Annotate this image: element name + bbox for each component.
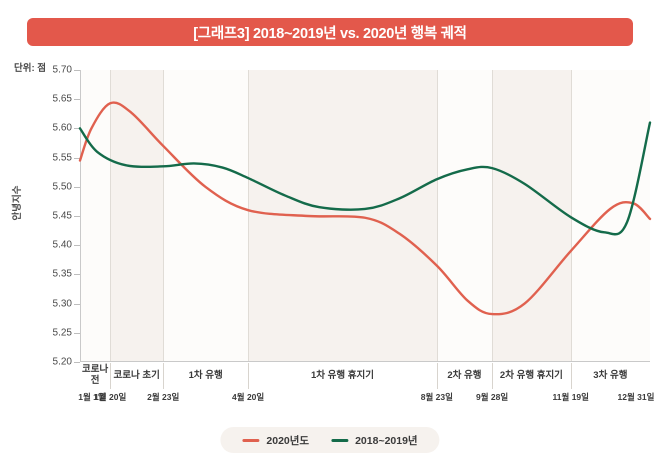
period-label: 코로나 초기 xyxy=(113,369,160,381)
period-band-separator xyxy=(436,70,438,362)
period-label-separator xyxy=(570,363,572,389)
y-axis-tick-mark xyxy=(74,128,80,130)
y-axis-tick-label: 5.20 xyxy=(52,356,72,368)
series-line xyxy=(78,101,652,316)
period-band-separator xyxy=(570,70,572,362)
period-band-separator xyxy=(492,70,494,362)
legend-item[interactable]: 2020년도 xyxy=(242,433,309,448)
period-label: 1차 유행 xyxy=(188,369,223,381)
period-band-separator xyxy=(110,70,112,362)
y-axis-line xyxy=(80,70,81,362)
y-axis-tick-mark xyxy=(74,99,80,101)
period-band-separator xyxy=(248,70,250,362)
y-axis-tick-label: 5.50 xyxy=(52,181,72,193)
date-tick-row: 1월 1일 1월 20일 2월 23일 4월 20일 8월 23일 9월 28일 11월 1… xyxy=(0,391,660,407)
date-tick-label: 4월 20일 xyxy=(232,392,265,402)
period-label-separator xyxy=(163,363,165,389)
period-label-separator xyxy=(436,363,438,389)
legend-line-swatch xyxy=(331,438,349,442)
date-tick-label: 2월 23일 xyxy=(147,392,180,402)
date-tick-label: 8월 23일 xyxy=(420,392,453,402)
y-axis-tick-mark xyxy=(74,157,80,159)
y-axis-tick-label: 5.65 xyxy=(52,93,72,105)
period-label-row: 코로나 전 코로나 초기 1차 유행 1차 유행 휴지기 2차 유행 2차 유행 휴지기 3… xyxy=(80,363,650,389)
y-axis-tick-label: 5.35 xyxy=(52,268,72,280)
y-axis-tick-label: 5.70 xyxy=(52,64,72,76)
date-tick-label: 1월 1일 xyxy=(78,392,106,402)
y-axis-tick-label: 5.40 xyxy=(52,239,72,251)
y-axis-tick-mark xyxy=(74,245,80,247)
y-axis-tick-mark xyxy=(74,332,80,334)
y-axis-tick-mark xyxy=(74,186,80,188)
plot-area: 5.70 5.65 5.60 5.55 5.50 5.45 5.40 5.35 5.30 5.25… xyxy=(53,65,652,368)
y-axis-tick-mark xyxy=(74,303,80,305)
period-label: 코로나 전 xyxy=(81,364,109,386)
series-curves xyxy=(78,101,652,316)
chart-title-bar: [그래프3] 2018~2019년 vs. 2020년 행복 궤적 xyxy=(27,18,633,46)
period-label-separator xyxy=(248,363,250,389)
y-axis-tick-mark xyxy=(74,216,80,217)
legend-label: 2020년도 xyxy=(266,434,310,447)
page-title: [그래프3] 2018~2019년 vs. 2020년 행복 궤적 xyxy=(193,25,467,42)
y-axis-tick-label: 5.60 xyxy=(52,122,72,134)
period-label: 1차 유행 휴지기 xyxy=(310,369,374,381)
y-axis-title: 안녕지수 xyxy=(12,185,23,221)
y-axis-tick-mark xyxy=(74,362,80,363)
legend-label: 2018~2019년 xyxy=(355,434,418,447)
y-axis-tick-mark xyxy=(74,274,80,276)
date-tick-label: 11월 19일 xyxy=(552,392,589,402)
period-label-separator xyxy=(492,363,494,389)
period-band-separator xyxy=(163,70,165,362)
unit-label: 단위: 점 xyxy=(14,63,47,74)
date-tick-label: 1월 20일 xyxy=(94,392,127,402)
y-axis-tick-mark xyxy=(74,70,80,71)
period-label-separator xyxy=(110,363,112,389)
x-axis-line xyxy=(80,361,650,362)
period-label: 3차 유행 xyxy=(593,369,628,381)
legend-line-swatch xyxy=(242,438,260,442)
series-line xyxy=(78,121,652,236)
y-axis-tick-label: 5.25 xyxy=(52,327,72,339)
y-axis-tick-label: 5.55 xyxy=(52,152,72,164)
date-tick-label: 9월 28일 xyxy=(476,392,509,402)
chart-legend: 2020년도 2018~2019년 xyxy=(220,427,440,453)
y-axis-tick-label: 5.45 xyxy=(52,210,72,222)
date-tick-label: 12월 31일 xyxy=(617,392,655,402)
period-label: 2차 유행 xyxy=(447,369,482,381)
y-axis-tick-label: 5.30 xyxy=(52,298,72,310)
period-label: 2차 유행 휴지기 xyxy=(499,369,563,381)
legend-item[interactable]: 2018~2019년 xyxy=(331,433,418,448)
